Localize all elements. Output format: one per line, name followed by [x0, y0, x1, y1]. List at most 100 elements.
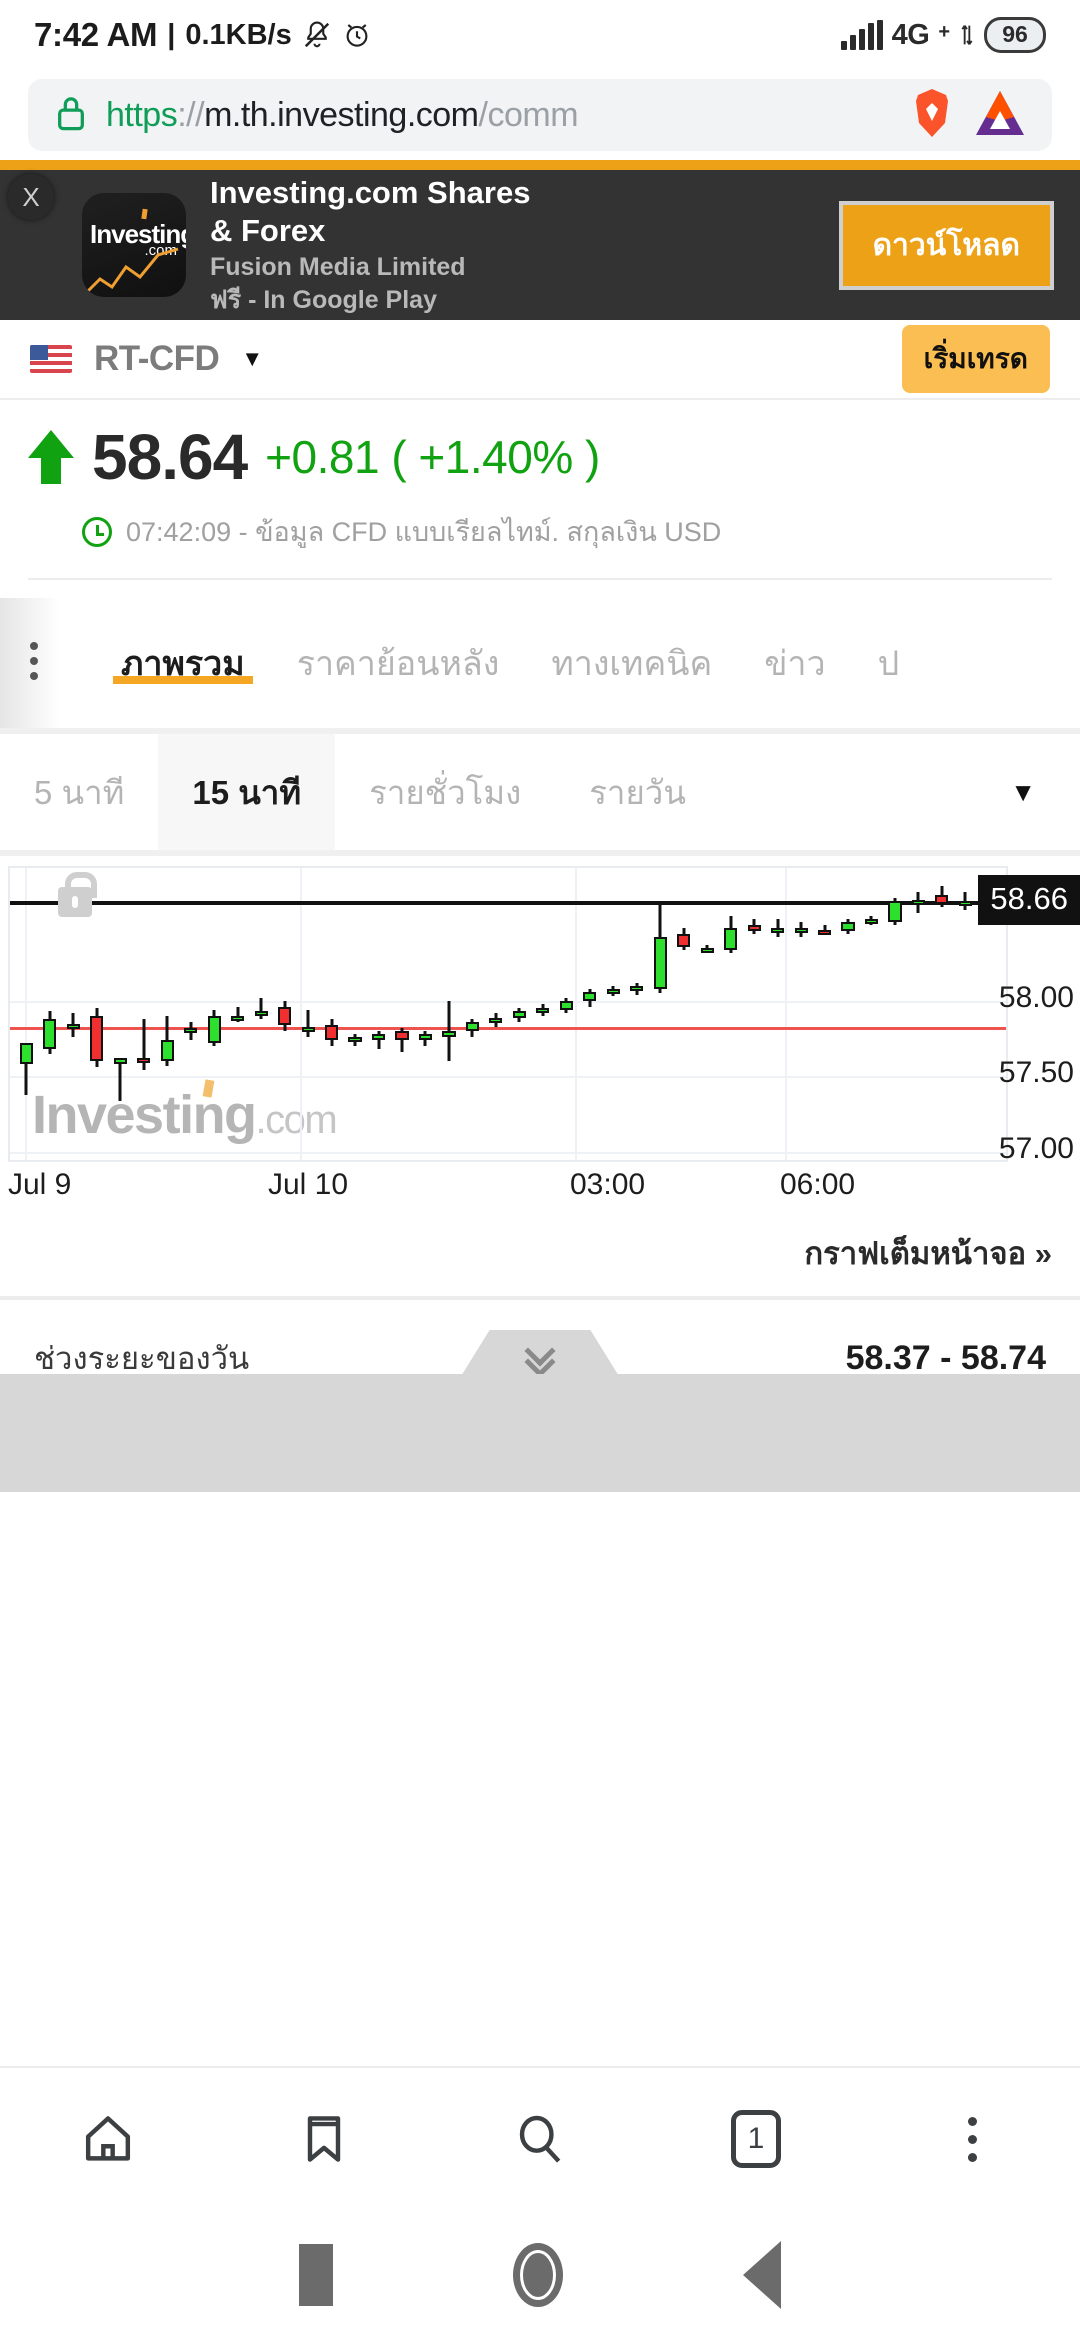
tab-count-label: 1 — [731, 2110, 781, 2168]
candlestick — [371, 868, 386, 1164]
triangle-back-icon[interactable] — [743, 2241, 781, 2309]
tab-technical[interactable]: ทางเทคนิค — [551, 645, 713, 683]
candlestick — [113, 868, 127, 1164]
url-separator: :// — [177, 95, 205, 134]
candlestick — [395, 868, 409, 1164]
network-plus-label: + — [938, 21, 950, 43]
tabs-bottom-divider — [0, 728, 1080, 734]
candlestick — [536, 868, 550, 1164]
search-icon[interactable] — [498, 2097, 582, 2181]
quote-block: 58.64 +0.81 ( +1.40% ) 07:42:09 - ข้อมูล… — [0, 420, 1080, 553]
candlestick — [747, 868, 761, 1164]
ad-logo-tick-icon — [141, 208, 148, 220]
network-type-label: 4G — [891, 18, 930, 51]
data-transfer-icon — [959, 21, 975, 49]
ad-banner[interactable]: X Investing .com Investing.com Shares & … — [0, 170, 1080, 320]
quote-meta-text: 07:42:09 - ข้อมูล CFD แบบเรียลไทม์. สกุล… — [126, 517, 722, 547]
candlestick — [606, 868, 620, 1164]
candlestick — [160, 868, 174, 1164]
ad-subtitle: Fusion Media Limited — [210, 253, 466, 282]
timeframe-hourly[interactable]: รายชั่วโมง — [369, 773, 522, 811]
symbol-header: RT-CFD ▼ เริ่มเทรด — [0, 320, 1080, 398]
more-vertical-icon[interactable] — [930, 2097, 1014, 2181]
status-time: 7:42 AM — [34, 16, 158, 53]
chart-plot-area[interactable]: Investing.com — [8, 866, 1008, 1162]
status-bar-right: 4G + 96 — [840, 17, 1046, 53]
bookmark-icon[interactable] — [282, 2097, 366, 2181]
chart-gridline-v — [785, 868, 787, 1160]
timeframe-daily[interactable]: รายวัน — [589, 773, 686, 811]
more-vertical-icon[interactable] — [30, 642, 38, 680]
price-chart[interactable]: Investing.com 57.00 57.50 58.00 58.66 — [0, 866, 1080, 1165]
tab-news[interactable]: ข่าว — [764, 645, 826, 683]
chart-bottom-divider — [0, 1296, 1080, 1300]
quote-price: 58.64 — [92, 421, 248, 493]
fullscreen-chart-link[interactable]: กราฟเต็มหน้าจอ » — [804, 1236, 1052, 1271]
section-tabs: ภาพรวม ราคาย้อนหลัง ทางเทคนิค ข่าว ป — [0, 598, 1080, 728]
chart-gridline-h — [10, 1151, 1006, 1154]
candlestick — [418, 868, 433, 1164]
bottom-sheet-overlay[interactable] — [0, 1374, 1080, 1492]
start-trading-button[interactable]: เริ่มเทรด — [901, 325, 1050, 393]
candlestick — [465, 868, 479, 1164]
candlestick — [630, 868, 644, 1164]
tab-more-partial[interactable]: ป — [877, 645, 900, 683]
status-bar-left: 7:42 AM | 0.1KB/s — [34, 16, 372, 54]
chevron-down-icon[interactable]: ▼ — [1010, 776, 1036, 807]
ad-download-button[interactable]: ดาวน์โหลด — [838, 200, 1054, 290]
quote-price-row: 58.64 +0.81 ( +1.40% ) — [28, 420, 1052, 494]
candlestick — [278, 868, 292, 1164]
day-range-value: 58.37 - 58.74 — [845, 1338, 1046, 1377]
ad-close-button[interactable]: X — [8, 174, 54, 220]
status-bar: 7:42 AM | 0.1KB/s 4G + 96 — [0, 0, 1080, 70]
tab-historical-prices[interactable]: ราคาย้อนหลัง — [296, 645, 500, 683]
square-recents-icon[interactable] — [299, 2244, 333, 2306]
candlestick — [207, 868, 221, 1164]
symbol-divider — [0, 398, 1080, 400]
ad-title: Investing.com Shares & Forex — [210, 174, 531, 248]
candlestick — [700, 868, 714, 1164]
candlestick — [489, 868, 503, 1164]
candlestick — [231, 868, 245, 1164]
chevron-double-down-icon — [524, 1335, 556, 1378]
candlestick — [911, 868, 926, 1164]
chart-x-tick-label: 03:00 — [570, 1168, 646, 1201]
candlestick — [19, 868, 33, 1164]
url-path: /comm — [478, 95, 579, 134]
chart-x-axis: Jul 9 Jul 10 03:00 06:00 — [0, 1168, 1080, 1212]
circle-home-icon[interactable] — [513, 2243, 563, 2307]
signal-bars-icon — [840, 20, 883, 50]
home-icon[interactable] — [66, 2097, 150, 2181]
chart-gridline-h — [10, 1000, 1006, 1003]
clock-icon — [82, 516, 112, 547]
timeframe-15min[interactable]: 15 นาที — [158, 734, 336, 850]
candlestick — [817, 868, 832, 1164]
status-network-speed: 0.1KB/s — [185, 18, 292, 51]
bat-triangle-icon[interactable] — [974, 89, 1026, 142]
candlestick — [559, 868, 573, 1164]
candlestick — [348, 868, 362, 1164]
tab-overview[interactable]: ภาพรวม — [95, 598, 271, 690]
chevron-down-icon[interactable]: ▼ — [241, 346, 264, 371]
chart-y-tick-label: 57.00 — [998, 1131, 1074, 1165]
battery-indicator: 96 — [984, 17, 1046, 53]
timeframe-5min[interactable]: 5 นาที — [34, 773, 125, 811]
chart-y-tick-label: 58.00 — [998, 980, 1074, 1014]
android-nav-bar — [0, 2210, 1080, 2340]
url-scheme: https — [106, 95, 178, 134]
candlestick — [90, 868, 104, 1164]
brave-lion-icon[interactable] — [908, 87, 956, 144]
tab-count-button[interactable]: 1 — [714, 2097, 798, 2181]
chart-x-tick-label: 06:00 — [780, 1168, 856, 1201]
candlestick — [43, 868, 57, 1164]
timeframe-selector: 5 นาที 15 นาที รายชั่วโมง รายวัน ▼ — [0, 734, 1080, 850]
day-range-label: ช่วงระยะของวัน — [34, 1341, 250, 1376]
arrow-up-icon — [28, 430, 74, 484]
candlestick — [184, 868, 198, 1164]
candlestick — [771, 868, 785, 1164]
padlock-icon — [54, 93, 88, 138]
chart-last-price-line — [10, 901, 1006, 906]
ad-app-icon: Investing .com — [82, 193, 186, 297]
url-bar[interactable]: https://m.th.investing.com/comm — [28, 79, 1052, 151]
